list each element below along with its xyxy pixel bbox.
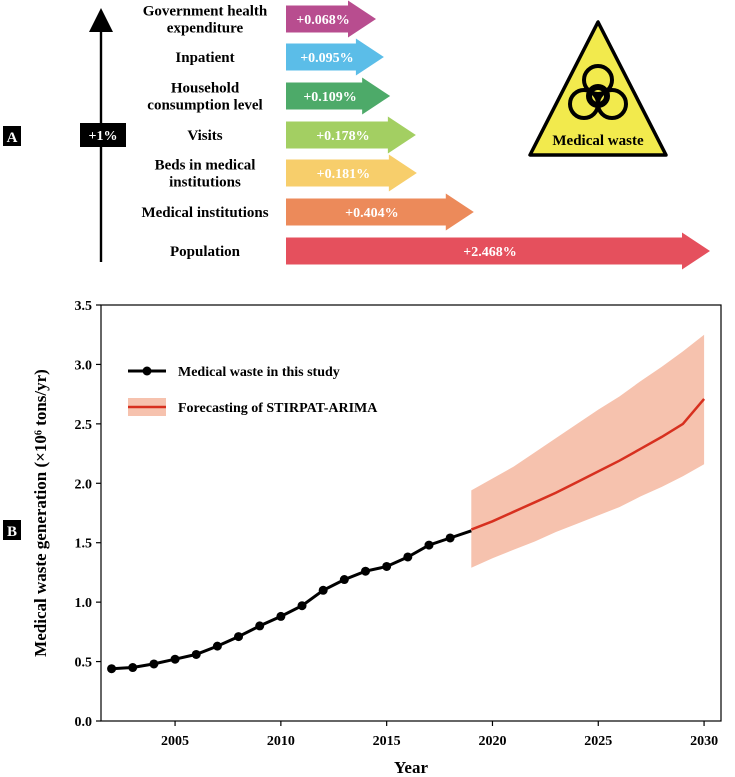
legend-forecast-label: Forecasting of STIRPAT-ARIMA bbox=[178, 401, 378, 416]
biohazard-icon bbox=[568, 64, 628, 120]
observed-point bbox=[382, 561, 392, 571]
factor-arrow bbox=[286, 77, 391, 115]
y-tick-label: 2.0 bbox=[75, 477, 93, 492]
factor-arrow bbox=[286, 154, 417, 192]
x-tick-label: 2005 bbox=[161, 734, 189, 749]
observed-point bbox=[170, 654, 180, 664]
legend-observed-label: Medical waste in this study bbox=[178, 365, 340, 380]
factor-value-label: +2.468% bbox=[463, 245, 516, 260]
panel-b: B 2005 2010 2015 2020 2025 2030 0.0 0.5 1.0 1.5 2… bbox=[3, 299, 722, 777]
panel-a-label: A bbox=[7, 130, 18, 146]
observed-point bbox=[361, 566, 371, 576]
y-tick-label: 3.5 bbox=[75, 299, 93, 314]
observed-point bbox=[128, 663, 138, 673]
x-tick-label: 2030 bbox=[690, 734, 718, 749]
factor-name-label: institutions bbox=[169, 175, 241, 191]
observed-point bbox=[276, 611, 286, 621]
factor-arrow bbox=[286, 232, 710, 270]
observed-point bbox=[212, 641, 222, 651]
one-percent-badge-box bbox=[80, 123, 126, 147]
observed-point bbox=[255, 621, 265, 631]
x-tick-label: 2015 bbox=[373, 734, 401, 749]
y-axis-ticks: 0.0 0.5 1.0 1.5 2.0 2.5 3.0 3.5 bbox=[75, 299, 101, 730]
y-tick-label: 3.0 bbox=[75, 358, 93, 373]
observed-point bbox=[107, 664, 117, 674]
factor-arrow bbox=[286, 116, 416, 154]
factor-arrow bbox=[286, 0, 376, 38]
panel-a: A +1% +0.068% +0.095% +0.109% +0.178% +0.181… bbox=[3, 0, 710, 270]
observed-point bbox=[234, 632, 244, 642]
factor-value-label: +0.095% bbox=[300, 51, 353, 66]
y-tick-label: 2.5 bbox=[75, 418, 93, 433]
x-tick-label: 2025 bbox=[584, 734, 612, 749]
factor-name-label: consumption level bbox=[147, 98, 262, 114]
factor-name-label: Government health bbox=[143, 4, 268, 20]
observed-point bbox=[318, 585, 328, 595]
warning-text: Medical waste bbox=[552, 133, 644, 149]
observed-point bbox=[191, 649, 201, 659]
factor-arrow bbox=[286, 38, 384, 76]
factor-value-label: +0.068% bbox=[296, 13, 349, 28]
observed-point bbox=[445, 533, 455, 543]
y-tick-label: 1.5 bbox=[75, 537, 93, 552]
x-axis-ticks: 2005 2010 2015 2020 2025 2030 bbox=[161, 721, 718, 749]
factor-value-label: +0.178% bbox=[316, 129, 369, 144]
factor-name-label: Household bbox=[171, 81, 240, 97]
panel-b-label-box bbox=[3, 520, 21, 540]
plot-frame bbox=[100, 304, 722, 722]
y-axis-title: Medical waste generation (×10⁶ tons/yr) bbox=[31, 369, 50, 657]
factor-name-label: Medical institutions bbox=[141, 205, 268, 221]
factor-arrows: +0.068% +0.095% +0.109% +0.178% +0.181% +0.40… bbox=[286, 0, 710, 270]
panel-b-label: B bbox=[7, 524, 17, 540]
factor-name-label: Beds in medical bbox=[155, 158, 256, 174]
factor-value-label: +0.181% bbox=[317, 167, 370, 182]
factor-name-label: expenditure bbox=[167, 21, 244, 37]
y-tick-label: 0.5 bbox=[75, 656, 93, 671]
factor-value-label: +0.109% bbox=[303, 90, 356, 105]
observed-point bbox=[339, 575, 349, 585]
y-tick-label: 1.0 bbox=[75, 596, 93, 611]
panel-a-label-box bbox=[3, 126, 21, 146]
factor-name-label: Visits bbox=[187, 128, 222, 144]
observed-point bbox=[403, 552, 413, 562]
legend-observed-marker bbox=[142, 366, 152, 376]
factor-value-label: +0.404% bbox=[345, 206, 398, 221]
x-tick-label: 2020 bbox=[478, 734, 506, 749]
x-tick-label: 2010 bbox=[267, 734, 295, 749]
observed-series-line bbox=[111, 529, 472, 671]
observed-series-points bbox=[107, 533, 455, 674]
one-percent-badge: +1% bbox=[89, 129, 118, 144]
observed-point bbox=[297, 601, 307, 611]
forecast-confidence-band bbox=[471, 334, 705, 568]
forecast-series-line bbox=[470, 398, 706, 531]
factor-arrow bbox=[286, 193, 474, 231]
observed-point bbox=[149, 659, 159, 669]
x-axis-title: Year bbox=[394, 758, 428, 777]
y-tick-label: 0.0 bbox=[75, 715, 93, 730]
observed-point bbox=[424, 540, 434, 550]
factor-name-label: Inpatient bbox=[175, 50, 234, 66]
legend: Medical waste in this study Forecasting … bbox=[128, 365, 378, 416]
warning-sign: Medical waste bbox=[528, 20, 668, 157]
factor-name-label: Population bbox=[170, 244, 241, 260]
